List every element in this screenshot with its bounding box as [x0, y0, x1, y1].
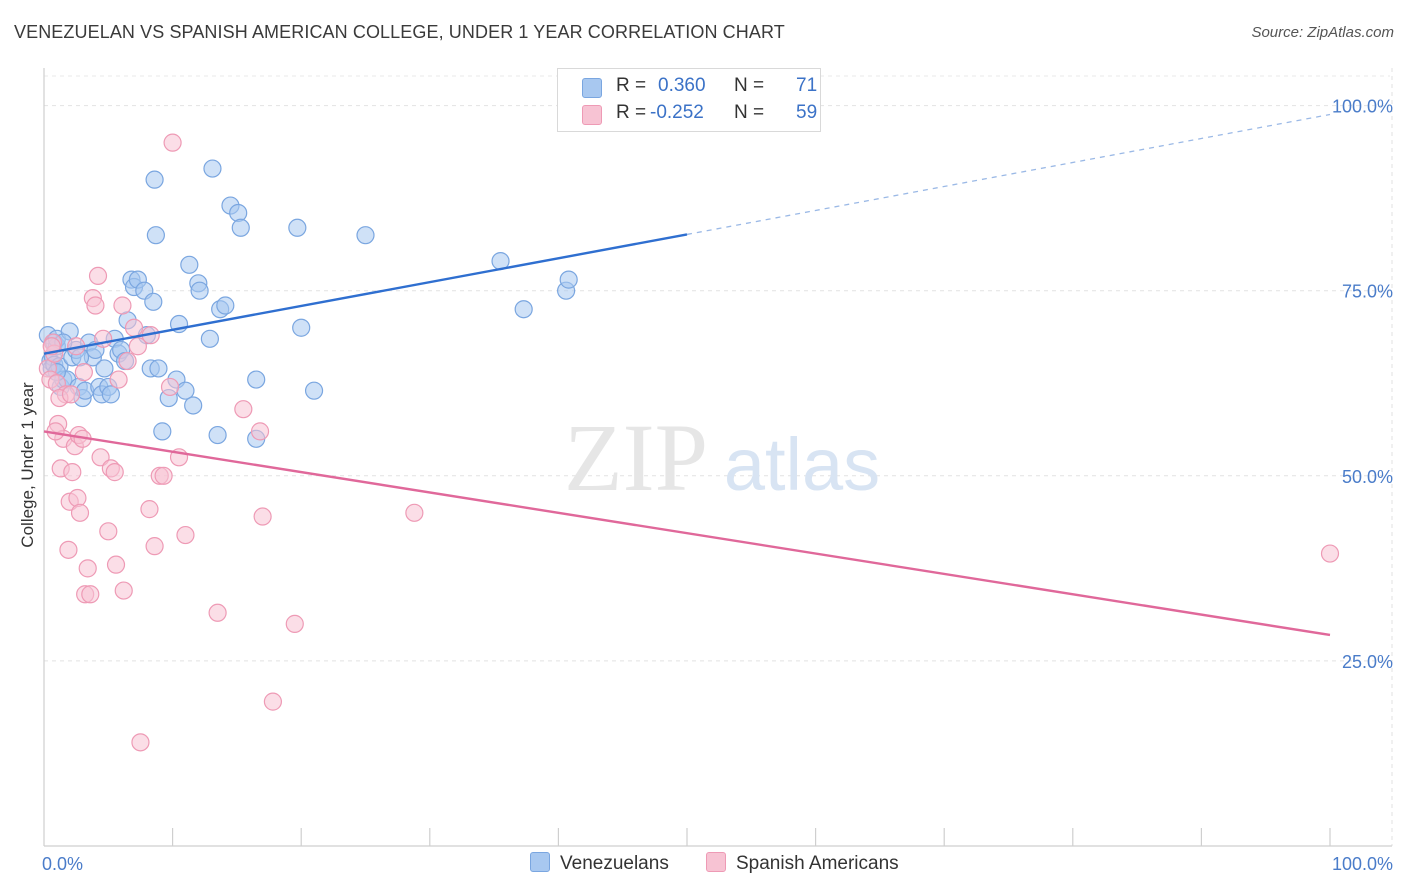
legend-swatch-venezuelans	[582, 78, 602, 98]
point-venezuelans	[288, 218, 307, 237]
legend-r-value: -0.252	[650, 102, 704, 123]
point-spanish-americans	[81, 585, 100, 604]
point-spanish-americans	[250, 422, 270, 441]
point-venezuelans	[180, 255, 199, 274]
point-spanish-americans	[109, 370, 128, 389]
point-spanish-americans	[86, 296, 105, 315]
point-venezuelans	[101, 385, 120, 404]
stats-legend: R = 0.360 N = 71 R = -0.252 N = 59	[557, 68, 821, 132]
y-tick-label: 50.0%	[1342, 467, 1393, 487]
point-spanish-americans	[285, 614, 304, 633]
point-spanish-americans	[78, 559, 97, 578]
point-spanish-americans	[61, 385, 81, 404]
point-venezuelans	[356, 226, 375, 245]
tick-labels: 25.0% 50.0% 75.0% 100.0% 0.0% 100.0%	[42, 97, 1393, 874]
point-spanish-americans	[114, 581, 133, 600]
point-venezuelans	[247, 370, 266, 389]
watermark-atlas: atlas	[724, 423, 880, 506]
x-tick-label-min: 0.0%	[42, 854, 83, 874]
point-spanish-americans	[128, 337, 147, 356]
point-spanish-americans	[263, 692, 283, 711]
point-venezuelans	[144, 292, 163, 311]
point-venezuelans	[190, 281, 209, 300]
point-spanish-americans	[405, 503, 424, 522]
trend-line-spanish-americans	[43, 430, 1331, 637]
legend-n-value: 59	[796, 102, 818, 123]
point-venezuelans	[184, 396, 203, 415]
point-spanish-americans	[88, 266, 108, 286]
axes	[43, 68, 1392, 847]
point-spanish-americans	[1320, 544, 1340, 563]
point-venezuelans	[216, 296, 235, 315]
point-spanish-americans	[176, 525, 195, 545]
point-venezuelans	[304, 381, 324, 400]
point-venezuelans	[208, 425, 227, 445]
y-tick-label: 75.0%	[1342, 282, 1393, 302]
point-spanish-americans	[63, 463, 82, 482]
point-spanish-americans	[113, 296, 132, 315]
y-axis-label: College, Under 1 year	[18, 382, 37, 548]
bottom-legend-venezuelans: Venezuelans	[530, 852, 669, 875]
point-spanish-americans	[234, 400, 253, 419]
point-venezuelans	[95, 359, 114, 378]
point-spanish-americans	[74, 363, 93, 382]
trend-line-venezuelans-extension	[686, 113, 1331, 236]
point-venezuelans	[231, 218, 250, 237]
point-spanish-americans	[140, 500, 159, 519]
point-venezuelans	[153, 422, 172, 441]
y-tick-label: 100.0%	[1332, 97, 1393, 117]
bottom-legend-label: Venezuelans	[560, 853, 669, 874]
legend-r-label: R =	[616, 102, 647, 123]
source-credit: Source: ZipAtlas.com	[1251, 24, 1394, 41]
legend-n-label: N =	[734, 75, 765, 96]
point-spanish-americans	[124, 318, 144, 337]
trend-lines	[43, 113, 1331, 637]
legend-n-value: 71	[796, 75, 818, 96]
point-spanish-americans	[105, 463, 124, 482]
chart-title: VENEZUELAN VS SPANISH AMERICAN COLLEGE, …	[14, 22, 785, 42]
legend-n-label: N =	[734, 102, 765, 123]
point-spanish-americans	[160, 377, 180, 397]
point-venezuelans	[292, 318, 311, 337]
point-venezuelans	[229, 203, 248, 223]
point-venezuelans	[146, 226, 165, 245]
watermark-zip: ZIP	[564, 404, 708, 511]
gridlines	[44, 68, 1393, 846]
point-spanish-americans	[118, 351, 137, 371]
bottom-legend-swatch-spanish-americans	[706, 852, 726, 872]
point-spanish-americans	[91, 448, 110, 467]
point-venezuelans	[203, 159, 222, 178]
point-venezuelans	[514, 300, 533, 319]
point-spanish-americans	[145, 537, 164, 556]
point-spanish-americans	[208, 603, 227, 622]
bottom-legend-swatch-venezuelans	[530, 852, 550, 872]
point-venezuelans	[149, 359, 168, 378]
point-spanish-americans	[163, 133, 182, 152]
legend-swatch-spanish-americans	[582, 105, 602, 125]
bottom-legend-label: Spanish Americans	[736, 853, 899, 874]
point-spanish-americans	[70, 503, 90, 522]
legend-r-value: 0.360	[658, 75, 706, 96]
y-tick-label: 25.0%	[1342, 652, 1393, 672]
point-spanish-americans	[68, 488, 87, 508]
point-venezuelans	[200, 329, 219, 348]
watermark: ZIP atlas	[564, 404, 880, 511]
point-spanish-americans	[131, 733, 150, 752]
point-spanish-americans	[59, 540, 78, 559]
x-tick-label-max: 100.0%	[1332, 854, 1393, 874]
point-spanish-americans	[253, 507, 272, 526]
point-venezuelans	[559, 270, 578, 289]
bottom-legend-spanish-americans: Spanish Americans	[706, 852, 899, 875]
point-venezuelans	[145, 170, 164, 189]
trend-line-venezuelans	[43, 233, 688, 355]
point-spanish-americans	[106, 555, 126, 574]
point-spanish-americans	[154, 466, 173, 485]
legend-r-label: R =	[616, 75, 647, 96]
point-spanish-americans	[99, 522, 118, 541]
